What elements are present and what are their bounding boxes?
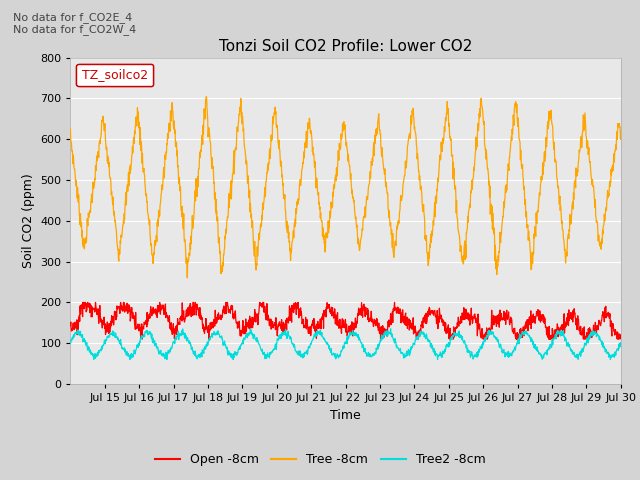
Open -8cm bbox=[617, 332, 625, 337]
Tree -8cm bbox=[332, 172, 340, 178]
Line: Tree2 -8cm: Tree2 -8cm bbox=[70, 329, 621, 360]
Tree2 -8cm bbox=[332, 351, 339, 357]
Tree2 -8cm bbox=[126, 357, 134, 362]
Tree2 -8cm bbox=[557, 333, 564, 338]
Title: Tonzi Soil CO2 Profile: Lower CO2: Tonzi Soil CO2 Profile: Lower CO2 bbox=[219, 39, 472, 54]
Tree -8cm bbox=[152, 232, 160, 238]
Y-axis label: Soil CO2 (ppm): Soil CO2 (ppm) bbox=[22, 173, 35, 268]
Open -8cm bbox=[79, 300, 87, 305]
Line: Tree -8cm: Tree -8cm bbox=[70, 96, 621, 278]
Text: No data for f_CO2W_4: No data for f_CO2W_4 bbox=[13, 24, 136, 35]
Open -8cm bbox=[321, 309, 329, 314]
Tree2 -8cm bbox=[476, 347, 484, 352]
Tree -8cm bbox=[184, 275, 191, 281]
Open -8cm bbox=[138, 336, 146, 342]
Tree2 -8cm bbox=[611, 354, 618, 360]
Tree -8cm bbox=[611, 159, 618, 165]
Open -8cm bbox=[154, 314, 161, 320]
Tree -8cm bbox=[476, 106, 484, 111]
Tree2 -8cm bbox=[67, 340, 74, 346]
Tree -8cm bbox=[321, 248, 329, 253]
X-axis label: Time: Time bbox=[330, 408, 361, 421]
Open -8cm bbox=[476, 325, 484, 331]
Open -8cm bbox=[611, 327, 618, 333]
Tree2 -8cm bbox=[387, 326, 394, 332]
Tree -8cm bbox=[557, 203, 564, 208]
Tree2 -8cm bbox=[617, 339, 625, 345]
Legend: TZ_soilco2: TZ_soilco2 bbox=[76, 63, 153, 86]
Tree -8cm bbox=[67, 126, 74, 132]
Open -8cm bbox=[557, 324, 564, 330]
Open -8cm bbox=[332, 313, 340, 319]
Tree2 -8cm bbox=[321, 338, 329, 344]
Tree -8cm bbox=[617, 129, 625, 134]
Line: Open -8cm: Open -8cm bbox=[70, 302, 621, 339]
Text: No data for f_CO2E_4: No data for f_CO2E_4 bbox=[13, 12, 132, 23]
Tree2 -8cm bbox=[153, 344, 161, 350]
Open -8cm bbox=[67, 323, 74, 328]
Legend: Open -8cm, Tree -8cm, Tree2 -8cm: Open -8cm, Tree -8cm, Tree2 -8cm bbox=[150, 448, 490, 471]
Tree -8cm bbox=[202, 94, 210, 99]
